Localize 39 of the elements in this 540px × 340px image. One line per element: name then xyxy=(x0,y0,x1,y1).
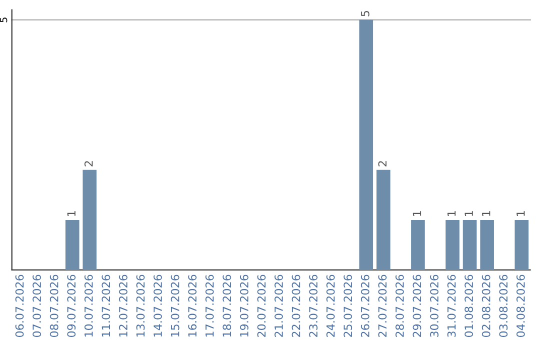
x-tick-label: 28.07.2026 xyxy=(396,274,404,337)
data-label: 1 xyxy=(482,211,490,216)
x-tick-label: 31.07.2026 xyxy=(447,274,456,337)
x-tick-label: 23.07.2026 xyxy=(309,274,318,337)
x-tick-label: 11.07.2026 xyxy=(102,274,110,337)
data-label: 1 xyxy=(464,211,473,216)
x-tick-label: 25.07.2026 xyxy=(344,274,352,337)
x-tick-label: 06.07.2026 xyxy=(15,274,24,338)
x-tick-label: 03.08.2026 xyxy=(499,274,508,338)
x-tick-label: 04.08.2026 xyxy=(516,274,525,338)
x-tick-label: 29.07.2026 xyxy=(412,274,422,337)
x-tick-label: 16.07.2026 xyxy=(188,274,197,337)
x-tick-label: 09.07.2026 xyxy=(67,274,76,338)
data-label: 1 xyxy=(447,211,456,216)
x-tick-label: 17.07.2026 xyxy=(205,274,214,337)
data-label: 2 xyxy=(84,161,93,166)
x-tick-label: 01.08.2026 xyxy=(464,274,474,338)
data-label: 1 xyxy=(67,211,76,216)
x-tick-label: 30.07.2026 xyxy=(430,274,438,337)
x-tick-label: 20.07.2026 xyxy=(257,274,266,337)
x-tick-label: 22.07.2026 xyxy=(292,274,300,337)
data-label: 1 xyxy=(516,211,525,216)
data-label: 1 xyxy=(412,211,422,216)
x-tick-label: 10.07.2026 xyxy=(84,274,93,337)
data-label: 5 xyxy=(361,10,370,16)
x-tick-label: 14.07.2026 xyxy=(154,274,162,337)
x-tick-label: 18.07.2026 xyxy=(222,274,232,337)
data-label: 2 xyxy=(378,161,386,166)
x-tick-label: 15.07.2026 xyxy=(170,274,180,337)
x-tick-label: 19.07.2026 xyxy=(240,274,248,337)
x-tick-label: 27.07.2026 xyxy=(378,274,387,337)
x-tick-label: 13.07.2026 xyxy=(136,274,145,337)
x-tick-label: 24.07.2026 xyxy=(326,274,335,337)
x-tick-label: 12.07.2026 xyxy=(119,274,128,337)
x-tick-label: 26.07.2026 xyxy=(360,274,370,337)
x-tick-label: 07.07.2026 xyxy=(32,274,42,338)
x-tick-label: 21.07.2026 xyxy=(274,274,283,337)
x-tick-label: 08.07.2026 xyxy=(50,274,58,338)
x-tick-label: 02.08.2026 xyxy=(482,274,490,338)
